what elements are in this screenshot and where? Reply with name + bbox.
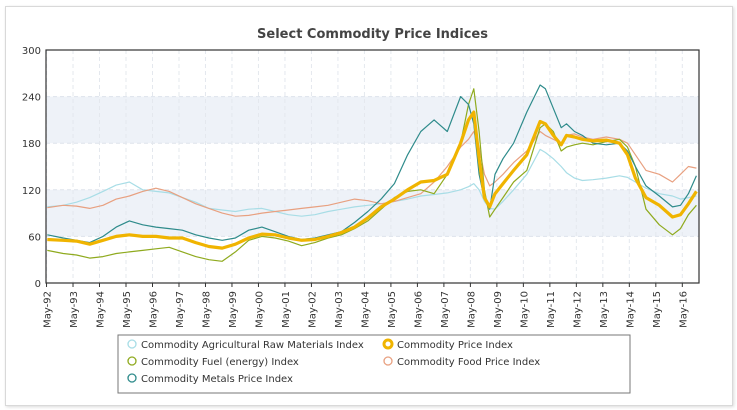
x-tick-label: May-15: [652, 291, 663, 328]
plot-background: [46, 96, 699, 237]
x-tick-label: May-04: [360, 291, 371, 328]
chart-frame: Select Commodity Price Indices 0 60 120 180…: [5, 6, 733, 406]
legend-label: Commodity Price Index: [397, 340, 513, 351]
x-tick-label: May-94: [96, 291, 107, 328]
legend-marker: [382, 338, 394, 350]
y-tick-label: 60: [28, 232, 41, 243]
series-line: [47, 84, 697, 244]
series-lines: [47, 84, 698, 262]
x-tick-label: May-05: [387, 291, 398, 328]
legend-label: Commodity Metals Price Index: [141, 374, 293, 385]
x-tick-label: May-10: [519, 291, 530, 328]
x-tick-label: May-99: [228, 291, 239, 328]
x-tick-label: May-12: [572, 291, 583, 328]
x-tick-label: May-00: [254, 291, 265, 328]
legend-label: Commodity Agricultural Raw Materials Ind…: [141, 340, 364, 351]
chart-title: Select Commodity Price Indices: [257, 27, 488, 42]
x-tick-label: May-14: [625, 291, 636, 328]
legend-marker: [127, 339, 137, 349]
legend-marker: [383, 356, 393, 366]
grid-lines: [46, 49, 699, 284]
y-tick-label: 0: [35, 279, 41, 290]
x-tick-label: May-07: [440, 291, 451, 328]
x-tick-label: May-13: [599, 291, 610, 328]
y-tick-label: 120: [22, 186, 41, 197]
x-tick-label: May-08: [466, 291, 477, 328]
y-tick-label: 180: [22, 139, 41, 150]
x-tick-label: May-03: [334, 291, 345, 328]
axes: 0 60 120 180 240 300 May-92 May-93 May-94 May-95 M…: [22, 46, 700, 328]
x-tick-label: May-06: [413, 291, 424, 328]
series-line: [47, 110, 698, 250]
legend-box: [117, 334, 631, 394]
y-tick-label: 300: [22, 46, 41, 57]
y-tick-label: 240: [22, 93, 41, 104]
legend: Commodity Agricultural Raw Materials Ind…: [117, 334, 631, 394]
x-tick-label: May-93: [69, 291, 80, 328]
plot-band: [46, 96, 699, 144]
legend-label: Commodity Fuel (energy) Index: [141, 357, 299, 368]
legend-label: Commodity Food Price Index: [397, 357, 540, 368]
x-tick-label: May-92: [43, 291, 54, 328]
x-tick-label: May-97: [175, 291, 186, 328]
x-tick-label: May-11: [546, 291, 557, 328]
chart-canvas: Select Commodity Price Indices 0 60 120 180…: [22, 27, 700, 394]
x-tick-label: May-02: [307, 291, 318, 328]
plot-border: [45, 49, 700, 284]
x-tick-label: May-95: [122, 291, 133, 328]
x-tick-label: May-16: [678, 291, 689, 328]
x-tick-label: May-98: [201, 291, 212, 328]
x-tick-label: May-96: [148, 291, 159, 328]
x-tick-label: May-09: [493, 291, 504, 328]
legend-marker: [127, 356, 137, 366]
x-tick-label: May-01: [281, 291, 292, 328]
legend-marker: [127, 373, 137, 383]
